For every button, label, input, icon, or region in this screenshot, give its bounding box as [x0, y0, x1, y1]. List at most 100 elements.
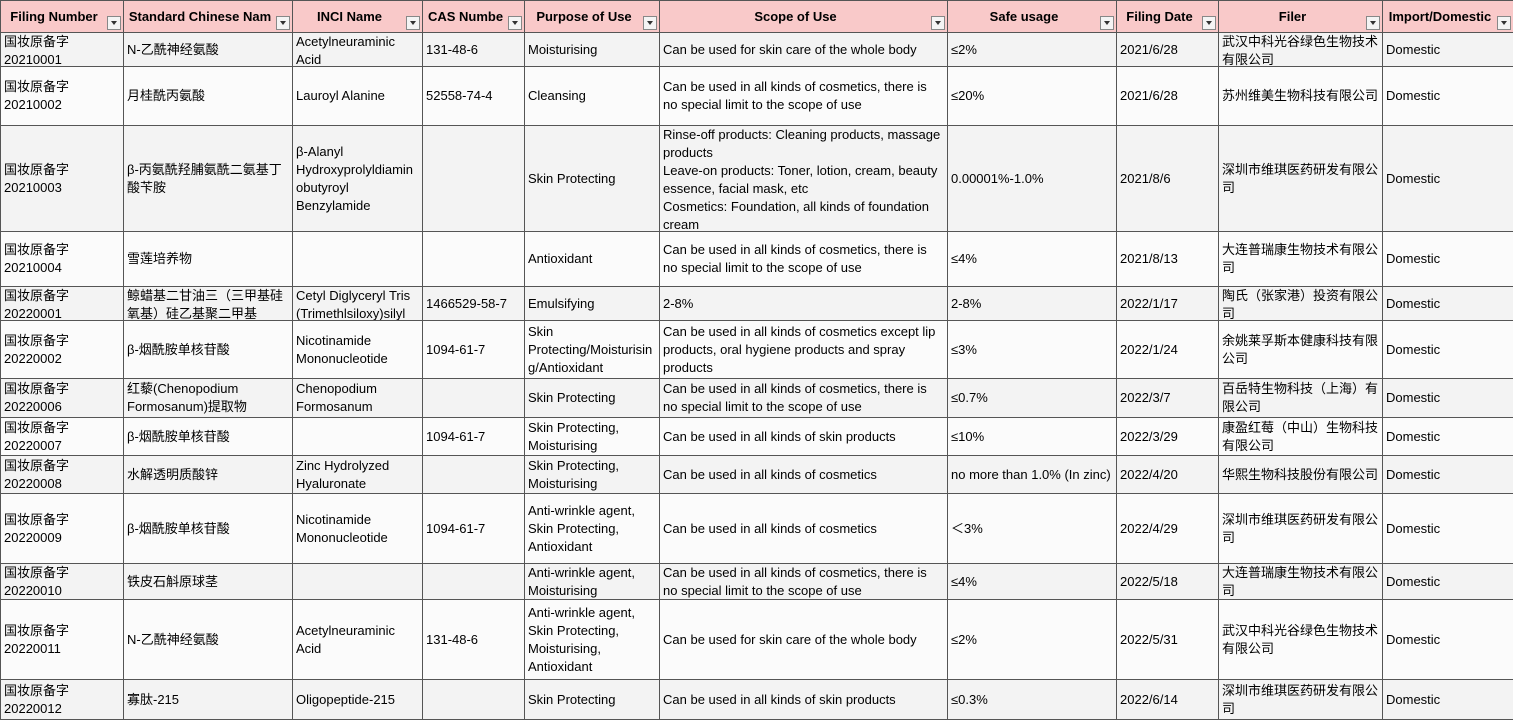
- cell-text: 2022/5/18: [1120, 573, 1178, 589]
- cell-text: Can be used for skin care of the whole b…: [663, 631, 917, 647]
- cell-text: 大连普瑞康生物技术有限公司: [1222, 242, 1379, 275]
- cell-text: 2021/8/6: [1120, 170, 1171, 186]
- table-cell: Domestic: [1382, 32, 1513, 67]
- table-cell: 雪莲培养物: [123, 231, 293, 287]
- header-row: Filing Number Standard Chinese Nam INCI Na…: [0, 0, 1513, 33]
- column-header: Filing Number: [0, 0, 124, 33]
- cell-text: Anti-wrinkle agent, Moisturising: [528, 565, 635, 598]
- table-row: 国妆原备字20210003 β-丙氨酰羟脯氨酰二氨基丁酸苄胺 β-Alanyl Hy…: [0, 125, 1513, 232]
- table-cell: Cleansing: [524, 66, 660, 126]
- cell-text: Can be used in all kinds of skin product…: [663, 691, 896, 707]
- cell-text: Nicotinamide Mononucleotide: [296, 332, 388, 366]
- cell-text: Domestic: [1386, 41, 1441, 57]
- table-cell: 2022/1/17: [1116, 286, 1219, 321]
- cell-text: 0.00001%-1.0%: [951, 170, 1044, 186]
- table-cell: Moisturising: [524, 32, 660, 67]
- cell-text: Can be used in all kinds of cosmetics ex…: [663, 323, 936, 375]
- table-cell: Skin Protecting: [524, 125, 660, 232]
- table-cell: Oligopeptide-215: [292, 679, 423, 720]
- table-cell: Domestic: [1382, 231, 1513, 287]
- table-cell: [422, 231, 525, 287]
- cell-text: 国妆原备字20220008: [4, 457, 70, 491]
- table-cell: β-烟酰胺单核苷酸: [123, 417, 293, 456]
- cell-text: Can be used in all kinds of cosmetics, t…: [663, 565, 927, 598]
- cell-text: ≤2%: [951, 631, 977, 647]
- table-cell: 红藜(Chenopodium Formosanum)提取物: [123, 378, 293, 418]
- cell-text: Domestic: [1386, 691, 1441, 707]
- cell-text: Domestic: [1386, 631, 1441, 647]
- cell-text: 华熙生物科技股份有限公司: [1222, 466, 1379, 482]
- table-body: 国妆原备字20210001 N-乙酰神经氨酸 Acetylneuraminic Ac…: [0, 32, 1513, 720]
- column-header: Purpose of Use: [524, 0, 660, 33]
- table-cell: [422, 378, 525, 418]
- cell-text: Domestic: [1386, 295, 1441, 311]
- cell-text: Can be used for skin care of the whole b…: [663, 41, 917, 57]
- cell-text: Skin Protecting: [528, 691, 616, 707]
- header-text: CAS Numbe: [427, 9, 504, 24]
- cell-text: 131-48-6: [426, 631, 479, 647]
- table-cell: 国妆原备字20220012: [0, 679, 124, 720]
- table-cell: Anti-wrinkle agent, Skin Protecting, Moi…: [524, 599, 660, 680]
- table-cell: ≤2%: [947, 599, 1117, 680]
- cell-text: 深圳市维琪医药研发有限公司: [1222, 511, 1379, 545]
- cell-text: Can be used in all kinds of skin product…: [663, 428, 896, 444]
- cell-text: Can be used in all kinds of cosmetics: [663, 466, 877, 482]
- filter-button[interactable]: [1366, 16, 1380, 30]
- filter-button[interactable]: [1100, 16, 1114, 30]
- cell-text: 2-8%: [663, 295, 694, 311]
- cell-text: Acetylneuraminic Acid: [296, 622, 395, 656]
- cell-text: 1094-61-7: [426, 341, 486, 357]
- cell-text: 大连普瑞康生物技术有限公司: [1222, 565, 1379, 598]
- header-text: Filer: [1278, 9, 1307, 24]
- header-text: Scope of Use: [754, 9, 837, 24]
- cell-text: 2022/4/29: [1120, 520, 1178, 536]
- filter-button[interactable]: [931, 16, 945, 30]
- cell-text: 2022/6/14: [1120, 691, 1178, 707]
- cell-text: Anti-wrinkle agent, Skin Protecting, Moi…: [528, 604, 635, 674]
- cell-text: 2-8%: [951, 295, 982, 311]
- table-row: 国妆原备字20210004 雪莲培养物 Antioxidant Can be used…: [0, 231, 1513, 287]
- filter-button[interactable]: [107, 16, 121, 30]
- table-cell: ≤4%: [947, 231, 1117, 287]
- table-cell: [292, 563, 423, 600]
- table-row: 国妆原备字20220012 寡肽-215 Oligopeptide-215 Skin …: [0, 679, 1513, 720]
- table-cell: 2022/5/18: [1116, 563, 1219, 600]
- table-cell: 2021/6/28: [1116, 32, 1219, 67]
- cell-text: 水解透明质酸锌: [127, 466, 219, 482]
- table-cell: 月桂酰丙氨酸: [123, 66, 293, 126]
- cell-text: Anti-wrinkle agent, Skin Protecting, Ant…: [528, 502, 635, 554]
- cell-text: Can be used in all kinds of cosmetics, t…: [663, 79, 927, 112]
- cell-text: Domestic: [1386, 520, 1441, 536]
- cell-text: 131-48-6: [426, 41, 479, 57]
- cell-text: Skin Protecting: [528, 390, 616, 405]
- table-cell: 国妆原备字20220010: [0, 563, 124, 600]
- filter-button[interactable]: [508, 16, 522, 30]
- table-cell: 1466529-58-7: [422, 286, 525, 321]
- table-cell: 武汉中科光谷绿色生物技术有限公司: [1218, 599, 1383, 680]
- cell-text: 武汉中科光谷绿色生物技术有限公司: [1222, 34, 1379, 66]
- table-cell: 鲸蜡基二甘油三（三甲基硅氧基）硅乙基聚二甲基: [123, 286, 293, 321]
- filter-button[interactable]: [1497, 16, 1511, 30]
- cell-text: 雪莲培养物: [127, 251, 193, 266]
- header-text: Purpose of Use: [536, 9, 632, 24]
- table-cell: 2022/5/31: [1116, 599, 1219, 680]
- filter-button[interactable]: [1202, 16, 1216, 30]
- cell-text: 国妆原备字20220012: [4, 682, 70, 716]
- table-cell: 国妆原备字20210004: [0, 231, 124, 287]
- table-cell: Domestic: [1382, 125, 1513, 232]
- filter-button[interactable]: [643, 16, 657, 30]
- table-cell: Acetylneuraminic Acid: [292, 32, 423, 67]
- table-cell: 国妆原备字20210003: [0, 125, 124, 232]
- cell-text: ≤20%: [951, 88, 985, 103]
- cell-text: 国妆原备字20210003: [4, 161, 70, 195]
- cell-text: 国妆原备字20210001: [4, 34, 70, 66]
- header-text: Standard Chinese Nam: [128, 9, 272, 24]
- filter-button[interactable]: [276, 16, 290, 30]
- table-row: 国妆原备字20220010 铁皮石斛原球茎 Anti-wrinkle agent, …: [0, 563, 1513, 600]
- filter-button[interactable]: [406, 16, 420, 30]
- cell-text: Cleansing: [528, 88, 586, 103]
- cell-text: 国妆原备字20220010: [4, 565, 70, 598]
- cell-text: 国妆原备字20220011: [4, 622, 70, 656]
- cell-text: 2022/3/29: [1120, 428, 1178, 444]
